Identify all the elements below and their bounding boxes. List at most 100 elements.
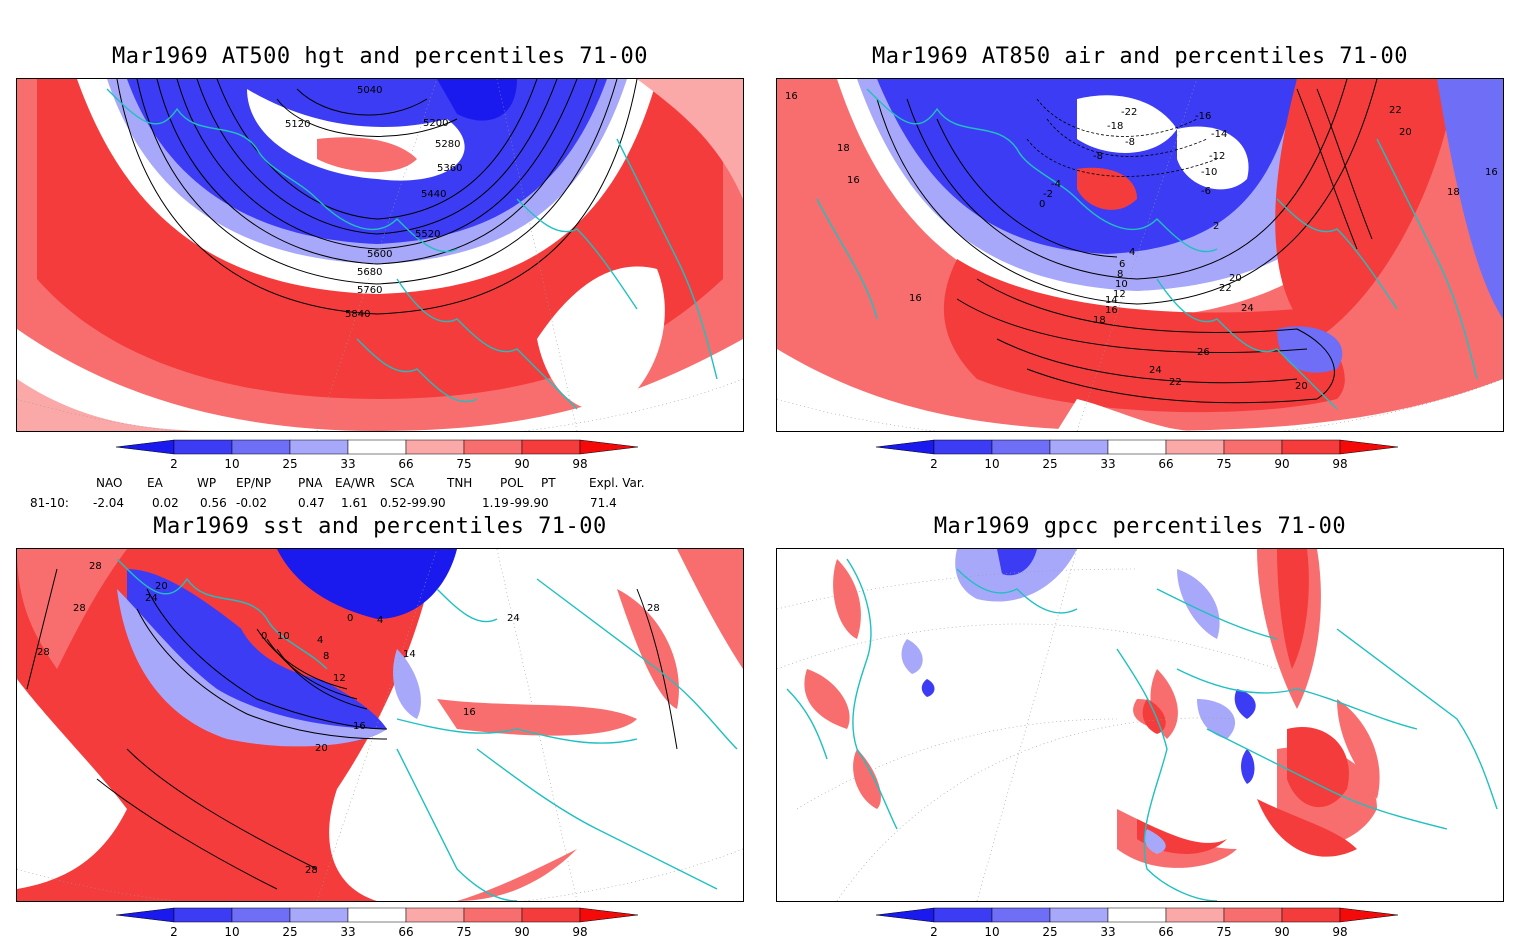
colorbar-segment (1049, 907, 1109, 923)
contour-label: 18 (837, 143, 850, 154)
contour-label: 28 (37, 647, 50, 658)
contour-label: -22 (1121, 107, 1137, 118)
colorbar-tick-label: 98 (1332, 457, 1347, 471)
contour-label: 28 (647, 603, 660, 614)
index-header-sca: SCA (390, 476, 415, 490)
contour-label: 5840 (345, 309, 370, 320)
contour-label: 12 (333, 673, 346, 684)
colorbar-tick-label: 90 (1274, 457, 1289, 471)
contour-label: -4 (1051, 179, 1061, 190)
index-header-tnh: TNH (447, 476, 473, 490)
colorbar-segment (1281, 439, 1341, 455)
contour-label: 0 (347, 613, 353, 624)
teleconnection-indices: NAO EA WP EP/NP PNA EA/WR SCA TNH POL PT… (0, 474, 760, 514)
colorbar-segment (933, 907, 993, 923)
colorbar-segment (1165, 439, 1225, 455)
map-panel-gpcc[interactable] (776, 548, 1504, 902)
map-panel-air[interactable]: 16 18 16 -16 -14 -12 -10 -8 -6 -4 -2 0 2… (776, 78, 1504, 432)
contour-label: 10 (277, 631, 290, 642)
index-header-pt: PT (541, 476, 556, 490)
contour-label: 5120 (285, 119, 310, 130)
colorbar-hgt: 2 10 25 33 66 75 90 98 (115, 439, 646, 476)
colorbar-segment (231, 907, 291, 923)
colorbar-segment (521, 439, 581, 455)
contour-label: 28 (89, 561, 102, 572)
map-panel-sst[interactable]: 28 20 24 28 28 0 10 4 8 12 16 20 28 0 4 … (16, 548, 744, 902)
map-panel-hgt[interactable]: 5040 5120 5200 5280 5360 5440 5520 5600 … (16, 78, 744, 432)
colorbar-segment (1049, 439, 1109, 455)
colorbar-tick-label: 75 (456, 925, 471, 939)
colorbar-segment (1107, 907, 1167, 923)
colorbar-tick-label: 98 (572, 925, 587, 939)
colorbar-tick-label: 90 (514, 925, 529, 939)
index-header-pol: POL (500, 476, 524, 490)
colorbar-tick-label: 66 (1158, 457, 1173, 471)
colorbar-segment (1281, 907, 1341, 923)
colorbar-tick-label: 33 (1100, 925, 1115, 939)
colorbar-gpcc: 2 10 25 33 66 75 90 98 (875, 907, 1406, 944)
colorbar-tick-label: 2 (930, 925, 938, 939)
colorbar-tick-label: 2 (930, 457, 938, 471)
contour-label: -10 (1201, 167, 1217, 178)
index-header-epnp: EP/NP (236, 476, 272, 490)
index-header-wp: WP (197, 476, 217, 490)
contour-label: 24 (145, 593, 158, 604)
colorbar-segment (1165, 907, 1225, 923)
colorbar-segment (1223, 907, 1283, 923)
colorbar-tick-label: 90 (514, 457, 529, 471)
colorbar-tick-label: 66 (398, 925, 413, 939)
colorbar-arrow-high (579, 907, 639, 923)
contour-label: 5280 (435, 139, 460, 150)
contour-label: 16 (1105, 305, 1118, 316)
contour-label: 20 (1399, 127, 1412, 138)
contour-label: 10 (1115, 279, 1128, 290)
contour-label: 28 (73, 603, 86, 614)
contour-label: 16 (463, 707, 476, 718)
contour-label: 5680 (357, 267, 382, 278)
index-header-pna: PNA (298, 476, 323, 490)
index-value-wp: 0.56 (200, 496, 227, 510)
contour-label: 28 (305, 865, 318, 876)
contour-label: 16 (909, 293, 922, 304)
colorbar-segment (991, 907, 1051, 923)
colorbar-segment (933, 439, 993, 455)
colorbar-segment (347, 907, 407, 923)
colorbar-tick-label: 10 (224, 925, 239, 939)
colorbar-air: 2 10 25 33 66 75 90 98 (875, 439, 1406, 476)
index-value-epnp: -0.02 (236, 496, 268, 510)
index-header-explvar: Expl. Var. (589, 476, 645, 490)
contour-label: 16 (353, 721, 366, 732)
contour-label: -12 (1209, 151, 1225, 162)
colorbar-segment (1223, 439, 1283, 455)
contour-label: 5520 (415, 229, 440, 240)
contour-label: -6 (1201, 186, 1211, 197)
colorbar-segment (347, 439, 407, 455)
contour-label: 6 (1119, 259, 1125, 270)
colorbar-segment (289, 907, 349, 923)
index-header-nao: NAO (96, 476, 123, 490)
contour-label: 5760 (357, 285, 382, 296)
contour-label: 16 (1485, 167, 1498, 178)
contour-label: 16 (785, 91, 798, 102)
index-value-ea: 0.02 (152, 496, 179, 510)
contour-label: 18 (1447, 187, 1460, 198)
index-value-explvar: 71.4 (590, 496, 617, 510)
colorbar-arrow-low (875, 439, 935, 455)
colorbar-segment (173, 439, 233, 455)
contour-label: 22 (1169, 377, 1182, 388)
colorbar-segment (405, 907, 465, 923)
contour-label: -2 (1043, 189, 1053, 200)
panel-title-sst: Mar1969 sst and percentiles 71-00 (153, 514, 607, 539)
colorbar-tick-label: 25 (282, 925, 297, 939)
colorbar-arrow-low (875, 907, 935, 923)
colorbar-tick-label: 66 (1158, 925, 1173, 939)
colorbar-arrow-low (115, 439, 175, 455)
colorbar-segment (521, 907, 581, 923)
contour-label: 24 (1149, 365, 1162, 376)
contour-label: 20 (1295, 381, 1308, 392)
contour-label: 20 (155, 581, 168, 592)
colorbar-tick-label: 10 (224, 457, 239, 471)
panel-title-hgt: Mar1969 AT500 hgt and percentiles 71-00 (111, 44, 649, 69)
index-value-pt: -99.90 (510, 496, 549, 510)
colorbar-tick-label: 10 (984, 925, 999, 939)
